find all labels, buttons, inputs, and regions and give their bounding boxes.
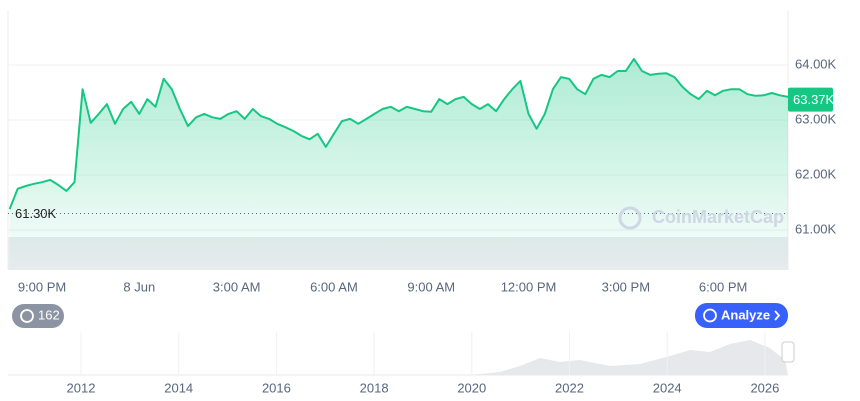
navigator-year: 2014 xyxy=(164,380,193,395)
y-tick-label: 61.00K xyxy=(795,221,837,236)
x-tick-label: 9:00 PM xyxy=(18,279,66,294)
navigator-area xyxy=(8,340,788,375)
history-button[interactable]: 162 xyxy=(12,304,64,328)
reference-label: 61.30K xyxy=(15,206,57,221)
navigator-handle[interactable] xyxy=(781,341,795,363)
navigator-year: 2026 xyxy=(750,380,779,395)
analyze-label[interactable]: Analyze xyxy=(721,307,770,322)
x-tick-label: 3:00 AM xyxy=(213,279,261,294)
plot: 64.00K 63.00K 62.00K 61.00K 9:00 PM 8 Jun 3:00… xyxy=(8,56,837,294)
x-tick-label: 12:00 PM xyxy=(501,279,557,294)
watermark-logo xyxy=(618,206,642,230)
navigator-year: 2012 xyxy=(67,380,96,395)
history-count[interactable]: 162 xyxy=(38,307,60,322)
x-tick-label: 3:00 PM xyxy=(602,279,650,294)
navigator-year: 2022 xyxy=(555,380,584,395)
x-tick-label: 9:00 AM xyxy=(407,279,455,294)
watermark: CoinMarketCap xyxy=(652,207,784,227)
x-tick-label: 6:00 AM xyxy=(310,279,358,294)
navigator-year: 2018 xyxy=(360,380,389,395)
y-tick-label: 64.00K xyxy=(795,56,837,71)
price-tag xyxy=(788,87,833,112)
navigator-year: 2016 xyxy=(262,380,291,395)
navigator-labels: 2012 2014 2016 2018 2020 2022 2024 2026 xyxy=(67,332,779,395)
navigator-year: 2020 xyxy=(457,380,486,395)
analyze-icon xyxy=(703,308,717,323)
chevron xyxy=(774,310,781,321)
clock-icon xyxy=(20,309,34,323)
analyze-pill[interactable] xyxy=(695,303,788,328)
analyze-button[interactable]: Analyze xyxy=(695,303,788,328)
price-tag-label: 63.37K xyxy=(793,92,835,107)
price-line xyxy=(8,57,789,210)
x-tick-label: 6:00 PM xyxy=(699,279,747,294)
navigator-year: 2024 xyxy=(653,380,682,395)
area xyxy=(9,58,789,271)
x-tick-label: 8 Jun xyxy=(123,279,155,294)
y-tick-label: 62.00K xyxy=(795,166,837,181)
y-tick-label: 63.00K xyxy=(795,111,837,126)
